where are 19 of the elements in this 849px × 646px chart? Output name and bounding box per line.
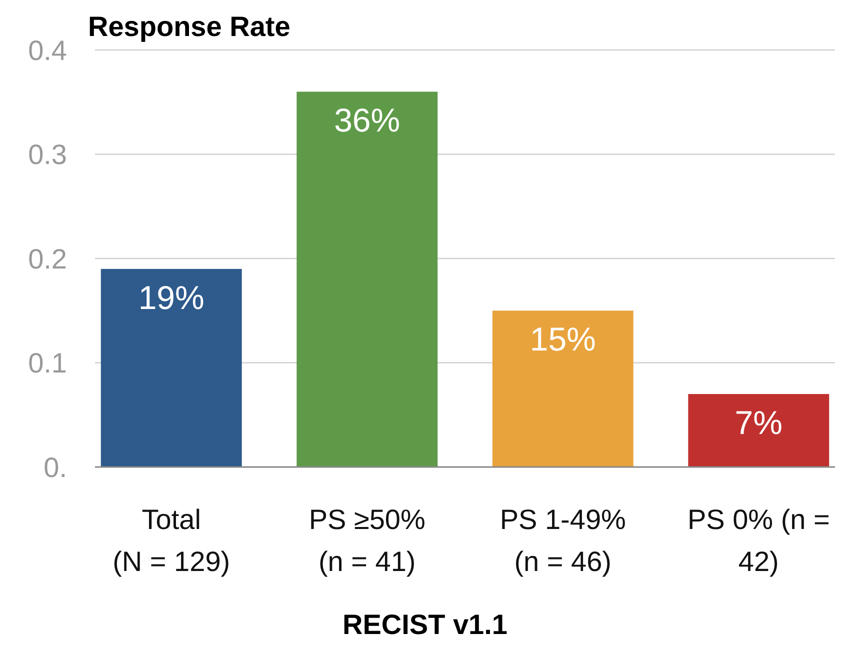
- data-label: 36%: [334, 102, 400, 139]
- y-tick-label: 0.2: [28, 243, 67, 274]
- bar: [492, 310, 634, 467]
- bar: [100, 268, 242, 467]
- bar: [688, 394, 830, 467]
- x-tick-label: PS ≥50% (n = 41): [308, 504, 426, 577]
- chart-title: Response Rate: [88, 11, 290, 42]
- data-label: 15%: [530, 320, 596, 358]
- y-tick-label: 0.4: [28, 34, 67, 66]
- x-tick-label: PS 1-49% (n = 46): [500, 504, 626, 577]
- x-tick-label: PS 0% (n = 42): [687, 504, 830, 577]
- data-label: 7%: [734, 404, 782, 442]
- data-label: 19%: [138, 278, 204, 316]
- x-tick-label: Total (N = 129): [112, 504, 230, 577]
- y-tick-label: 0.1: [28, 348, 67, 379]
- y-tick-label: 0.: [44, 452, 67, 483]
- y-tick-label: 0.3: [28, 139, 67, 170]
- x-axis-title: RECIST v1.1: [342, 609, 508, 640]
- bar: [296, 92, 438, 467]
